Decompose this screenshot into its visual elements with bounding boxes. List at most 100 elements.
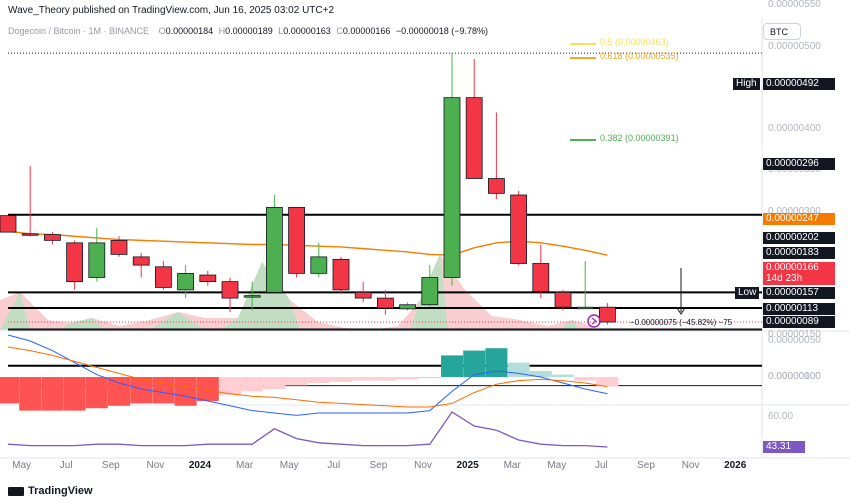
- time-axis-label: 2025: [456, 460, 479, 471]
- macd-histogram-bar: [19, 377, 42, 411]
- symbol-name[interactable]: Dogecoin / Bitcoin · 1M · BINANCE: [8, 26, 150, 36]
- candle-bearish: [132, 256, 150, 266]
- candle-bearish: [599, 306, 616, 323]
- time-axis-label: Sep: [101, 460, 120, 471]
- macd-histogram-bar: [330, 377, 352, 382]
- macd-histogram-bar: [285, 377, 308, 386]
- high-label-tag: High: [733, 78, 760, 90]
- open-label: O: [158, 26, 166, 36]
- macd-histogram-bar: [529, 371, 552, 377]
- moving-average-line: [7, 230, 608, 256]
- close-label: C: [336, 26, 343, 36]
- current-price-tag: 0.00000166: [763, 262, 835, 274]
- time-axis-label: Sep: [369, 460, 388, 471]
- macd-histogram-bar: [263, 377, 286, 389]
- candle-bullish: [243, 295, 261, 298]
- countdown-tag: 14d 23h: [763, 273, 835, 285]
- candle-bullish: [265, 206, 283, 293]
- time-axis-label: Nov: [414, 460, 432, 471]
- candle-bearish: [110, 239, 128, 255]
- level-183-tag: 0.00000183: [763, 247, 835, 259]
- pane-separator-macd: [0, 330, 850, 332]
- macd-histogram-bar: [396, 377, 419, 380]
- time-axis-label: Nov: [681, 460, 700, 471]
- time-axis-label: Mar: [235, 460, 254, 471]
- macd-histogram-bar: [130, 377, 153, 404]
- symbol-info-row: Dogecoin / Bitcoin · 1M · BINANCE O 0.000…: [8, 26, 488, 36]
- candle-bearish: [354, 291, 372, 299]
- brand-label: TradingView: [28, 485, 93, 497]
- time-axis-label: Sep: [637, 460, 655, 471]
- candle-bearish: [21, 233, 39, 236]
- macd-histogram-bar: [85, 377, 108, 409]
- replay-icon: [587, 314, 601, 328]
- price-axis-tick: 0.00000150: [768, 329, 821, 341]
- low-value-tag: 0.00000157: [763, 287, 835, 299]
- low-label-tag: Low: [735, 287, 760, 299]
- macd-histogram-bar: [596, 377, 619, 387]
- candle-bullish: [576, 306, 594, 310]
- time-axis-label: May: [279, 460, 299, 471]
- candle-bearish: [465, 97, 483, 179]
- fib-level-label: 0.5 (0.00000463): [600, 37, 669, 47]
- macd-histogram-bar: [41, 377, 64, 411]
- macd-histogram-bar: [152, 377, 175, 404]
- macd-histogram-bar: [0, 377, 19, 404]
- macd-histogram-bar: [374, 377, 397, 381]
- candle-bearish: [44, 234, 61, 241]
- rsi-axis-tick: 60.00: [768, 411, 794, 422]
- low-value: 0.00000163: [283, 26, 331, 36]
- macd-histogram-bar: [507, 362, 530, 377]
- time-axis-label: Jul: [59, 460, 73, 471]
- currency-button[interactable]: BTC: [763, 23, 801, 40]
- macd-histogram-bar: [307, 377, 330, 383]
- macd-histogram-bar: [219, 377, 241, 395]
- macd-histogram-bar: [196, 377, 219, 401]
- macd-histogram-bar: [552, 374, 574, 377]
- price-axis-tick: 0.00000550: [768, 0, 821, 11]
- candle-bearish: [332, 258, 350, 291]
- low-label: L: [278, 26, 284, 36]
- candle-bearish: [532, 263, 550, 292]
- macd-axis-tick: 0.00000000: [768, 371, 821, 382]
- macd-histogram-bar: [63, 377, 86, 411]
- pane-separator-rsi: [0, 404, 850, 406]
- candle-bearish: [66, 242, 83, 283]
- volume-area-bull: [560, 320, 580, 330]
- candle-bullish: [443, 97, 461, 278]
- price-axis-tick: 0.00000100: [768, 370, 821, 382]
- close-value: 0.00000166: [342, 26, 391, 36]
- time-axis-label: May: [547, 460, 567, 471]
- tradingview-brand[interactable]: TradingView: [8, 485, 93, 497]
- macd-line: [7, 334, 608, 416]
- change-value: −0.00000018 (−9.78%): [395, 26, 488, 36]
- candle-bearish: [221, 281, 239, 299]
- price-axis-tick: 0.00000500: [768, 40, 821, 52]
- macd-histogram-bar: [418, 377, 441, 378]
- candle-bearish: [288, 206, 306, 274]
- volume-area-bull: [0, 292, 30, 330]
- macd-signal-line: [7, 346, 608, 408]
- macd-histogram-bar: [485, 348, 508, 377]
- fib-level-label: 0.618 (0.00000535): [600, 51, 679, 61]
- level-089-tag: 0.00000089: [763, 316, 835, 328]
- macd-histogram-bar: [441, 355, 463, 377]
- level-202-tag: 0.00000202: [763, 232, 835, 244]
- candle-bullish: [399, 304, 417, 310]
- replay-icon-arrow: [591, 317, 597, 325]
- time-axis-label: Jul: [327, 460, 341, 471]
- time-axis-label: Jul: [594, 460, 608, 471]
- macd-histogram-bar: [241, 377, 264, 392]
- macd-axis-tick: 0.00000050: [768, 335, 821, 346]
- macd-histogram-bar: [352, 377, 375, 381]
- macd-histogram-bar: [174, 377, 197, 406]
- candle-bearish: [487, 178, 505, 194]
- price-axis-tick: 0.00000300: [768, 205, 821, 217]
- high-label: H: [218, 26, 226, 36]
- time-axis-label: Nov: [146, 460, 165, 471]
- fib-level-label: 0.382 (0.00000391): [600, 133, 679, 143]
- high-value-tag: 0.00000492: [763, 78, 835, 90]
- candle-bearish: [154, 266, 172, 288]
- candle-bearish: [554, 291, 572, 308]
